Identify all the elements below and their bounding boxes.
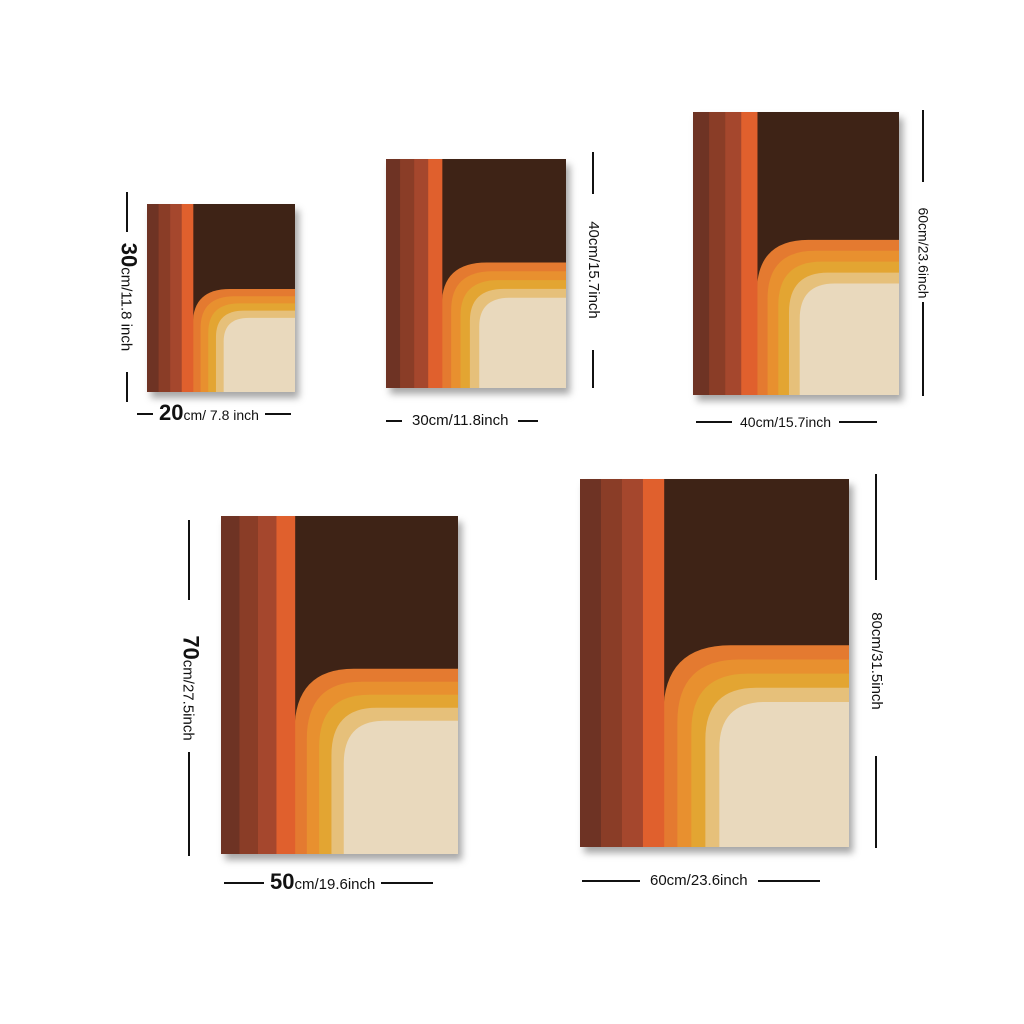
stripe-1: [580, 479, 602, 847]
arc-band-5: [799, 283, 899, 395]
height-text: 80cm/31.5inch: [868, 612, 885, 710]
height-dimension-30: 30cm/11.8 inch: [117, 192, 142, 402]
width-dimension-20: 20cm/ 7.8 inch: [137, 401, 291, 424]
arc-band-5: [719, 701, 849, 847]
height-text: cm/11.8 inch: [117, 267, 135, 352]
stripe-4: [428, 159, 443, 388]
stripe-2: [158, 204, 171, 392]
arc-band-5: [479, 297, 566, 388]
width-dimension-40: 40cm/15.7inch: [696, 412, 878, 432]
height-number: 30: [116, 242, 142, 268]
stripe-2: [600, 479, 623, 847]
stripe-3: [621, 479, 644, 847]
width-text: cm/ 7.8 inch: [183, 406, 259, 423]
retro-artwork: [693, 112, 899, 395]
stripe-2: [400, 159, 415, 388]
arc-band-5: [343, 720, 458, 854]
height-dimension-70: 70cm/27.5inch: [179, 520, 204, 856]
height-number: 70: [178, 635, 204, 660]
stripe-1: [693, 112, 710, 395]
height-text: 60cm/23.6inch: [915, 207, 932, 299]
width-text: 60cm/23.6inch: [650, 872, 748, 889]
arc-band-5: [223, 317, 295, 392]
height-dimension-80: 80cm/31.5inch: [866, 474, 886, 848]
stripe-3: [257, 516, 277, 854]
height-dimension-40: 40cm/15.7inch: [583, 152, 603, 388]
stripe-4: [181, 204, 194, 392]
poster-60x80: [580, 479, 849, 847]
stripe-3: [170, 204, 182, 392]
width-text: cm/19.6inch: [294, 875, 376, 893]
height-dimension-60: 60cm/23.6inch: [913, 110, 933, 396]
stripe-3: [414, 159, 429, 388]
width-text: 40cm/15.7inch: [740, 413, 832, 430]
stripe-1: [147, 204, 159, 392]
stripe-1: [221, 516, 240, 854]
poster-30x40: [386, 159, 566, 388]
poster-50x70: [221, 516, 458, 854]
stripe-4: [741, 112, 758, 395]
stripe-2: [239, 516, 259, 854]
stripe-4: [642, 479, 665, 847]
width-dimension-60: 60cm/23.6inch: [582, 871, 820, 891]
poster-40x60: [693, 112, 899, 395]
width-dimension-30: 30cm/11.8inch: [386, 411, 539, 431]
retro-artwork: [580, 479, 849, 847]
width-text: 30cm/11.8inch: [412, 412, 509, 429]
height-text: 40cm/15.7inch: [585, 221, 602, 319]
width-number: 20: [159, 399, 184, 425]
retro-artwork: [386, 159, 566, 388]
stripe-4: [276, 516, 296, 854]
width-dimension-50: 50cm/19.6inch: [224, 870, 434, 893]
width-number: 50: [270, 868, 295, 894]
height-text: cm/27.5inch: [179, 659, 197, 741]
stripe-3: [725, 112, 742, 395]
retro-artwork: [221, 516, 458, 854]
stripe-2: [709, 112, 726, 395]
retro-artwork: [147, 204, 295, 392]
poster-20x30: [147, 204, 295, 392]
stripe-1: [386, 159, 401, 388]
